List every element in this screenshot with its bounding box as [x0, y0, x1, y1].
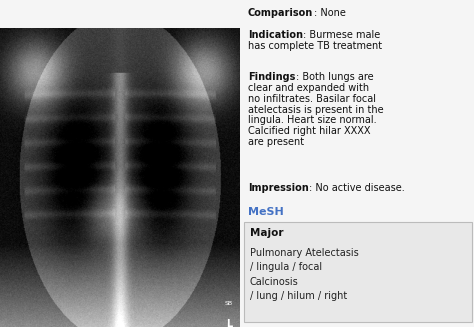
Text: Findings: Findings — [248, 72, 295, 82]
Text: has complete TB treatment: has complete TB treatment — [248, 41, 382, 51]
Text: : Both lungs are: : Both lungs are — [296, 72, 374, 82]
Text: CHEST 2V FRONTAL/LATERAL XXXX, XXXX XXXX PM: CHEST 2V FRONTAL/LATERAL XXXX, XXXX XXXX… — [5, 310, 236, 319]
Text: Impression: Impression — [248, 183, 309, 193]
Text: Indication: Indication — [248, 30, 303, 40]
Text: SB: SB — [225, 301, 233, 306]
Text: Major: Major — [250, 228, 283, 238]
FancyBboxPatch shape — [244, 222, 472, 322]
Text: : No active disease.: : No active disease. — [309, 183, 405, 193]
Text: : Burmese male: : Burmese male — [303, 30, 381, 40]
Text: : None: : None — [314, 8, 346, 18]
Text: L: L — [226, 319, 232, 327]
Text: Pulmonary Atelectasis
/ lingula / focal
Calcinosis
/ lung / hilum / right: Pulmonary Atelectasis / lingula / focal … — [250, 248, 359, 301]
Text: lingula. Heart size normal.: lingula. Heart size normal. — [248, 115, 377, 125]
Text: clear and expanded with: clear and expanded with — [248, 83, 369, 93]
Text: are present: are present — [248, 137, 304, 147]
Text: Comparison: Comparison — [248, 8, 313, 18]
Text: atelectasis is present in the: atelectasis is present in the — [248, 105, 383, 114]
Text: Calcified right hilar XXXX: Calcified right hilar XXXX — [248, 126, 371, 136]
Text: no infiltrates. Basilar focal: no infiltrates. Basilar focal — [248, 94, 376, 104]
Text: MeSH: MeSH — [248, 207, 284, 217]
